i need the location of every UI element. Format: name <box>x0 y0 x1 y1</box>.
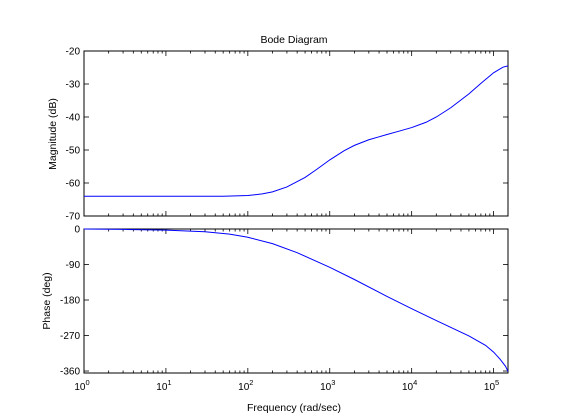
x-tick-label: 105 <box>484 378 499 393</box>
chart-title: Bode Diagram <box>260 34 327 46</box>
phase-axis-label: Phase (deg) <box>41 272 53 329</box>
magnitude-axes: -70 -60 -50 -40 -30 -20 <box>66 47 509 223</box>
magnitude-y-tick-label: -40 <box>66 113 81 124</box>
phase-response-curve <box>83 228 509 372</box>
x-tick-label: 102 <box>238 378 253 393</box>
phase-y-tick-label: 0 <box>74 225 80 236</box>
magnitude-y-tick-label: -50 <box>66 146 81 157</box>
x-axis-label: Frequency (rad/sec) <box>247 402 341 414</box>
magnitude-response-curve <box>84 65 509 197</box>
phase-y-tick-label: -270 <box>60 331 80 342</box>
magnitude-y-tick-label: -30 <box>66 80 81 91</box>
magnitude-axis-label: Magnitude (dB) <box>47 98 59 170</box>
magnitude-plot-area <box>83 50 509 217</box>
magnitude-y-tick-label: -20 <box>66 47 81 58</box>
phase-y-tick-label: -90 <box>66 260 81 271</box>
phase-y-tick-label: -180 <box>60 296 80 307</box>
x-tick-label: 103 <box>320 378 335 393</box>
magnitude-y-tick-label: -70 <box>66 212 81 223</box>
magnitude-y-tick-label: -60 <box>66 179 81 190</box>
x-tick-label: 100 <box>74 378 89 393</box>
x-tick-label: 104 <box>402 378 417 393</box>
x-tick-label: 101 <box>156 378 171 393</box>
phase-plot-area <box>83 228 509 374</box>
phase-y-tick-label: -360 <box>60 367 80 378</box>
phase-axes: 100 101 102 103 104 105 0 -90 -180 -270 -360 <box>60 225 509 393</box>
